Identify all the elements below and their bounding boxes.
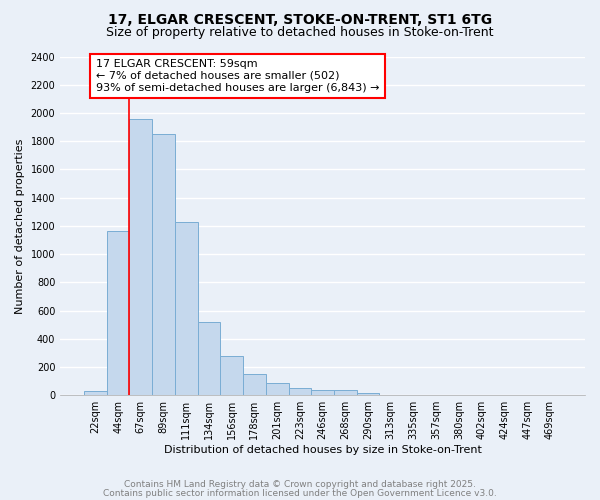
Y-axis label: Number of detached properties: Number of detached properties (15, 138, 25, 314)
Bar (356, 393, 379, 395)
Text: 17 ELGAR CRESCENT: 59sqm
← 7% of detached houses are smaller (502)
93% of semi-d: 17 ELGAR CRESCENT: 59sqm ← 7% of detache… (96, 60, 379, 92)
Bar (107, 232, 130, 395)
Bar (152, 134, 175, 395)
Bar (379, 394, 402, 395)
Bar (130, 118, 152, 395)
Bar (334, 390, 356, 395)
Bar (197, 322, 220, 395)
Bar (243, 374, 266, 395)
Bar (84, 391, 107, 395)
X-axis label: Distribution of detached houses by size in Stoke-on-Trent: Distribution of detached houses by size … (164, 445, 482, 455)
Bar (220, 356, 243, 395)
Bar (175, 222, 197, 395)
Bar (311, 390, 334, 395)
Text: 17, ELGAR CRESCENT, STOKE-ON-TRENT, ST1 6TG: 17, ELGAR CRESCENT, STOKE-ON-TRENT, ST1 … (108, 12, 492, 26)
Text: Contains HM Land Registry data © Crown copyright and database right 2025.: Contains HM Land Registry data © Crown c… (124, 480, 476, 489)
Bar (266, 382, 289, 395)
Text: Size of property relative to detached houses in Stoke-on-Trent: Size of property relative to detached ho… (106, 26, 494, 39)
Bar (289, 388, 311, 395)
Text: Contains public sector information licensed under the Open Government Licence v3: Contains public sector information licen… (103, 488, 497, 498)
